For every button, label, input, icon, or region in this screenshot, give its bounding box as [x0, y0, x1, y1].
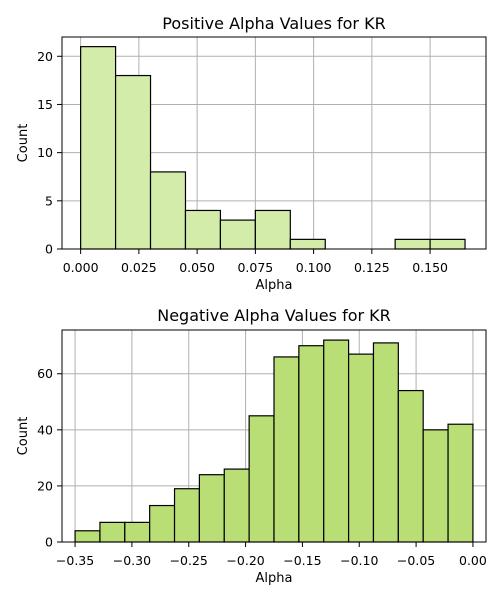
histogram-bar — [149, 504, 176, 543]
y-tick-label: 0 — [45, 535, 53, 550]
x-tick-label: 0.100 — [296, 260, 332, 275]
positive-alpha-histogram: 0.000 0.025 0.050 0.075 0.100 0.125 0.150 0 5 10 1… — [16, 14, 487, 293]
histogram-bar — [372, 342, 399, 543]
negative-alpha-histogram: −0.35 −0.30 −0.25 −0.20 −0.15 −0.10 −0.05 0.00 0… — [16, 306, 487, 586]
y-tick-label: 20 — [37, 478, 53, 493]
x-tick-label: −0.10 — [340, 553, 378, 568]
x-tick-label: −0.25 — [170, 553, 208, 568]
x-tick-label: −0.35 — [56, 553, 94, 568]
y-tick-label: 15 — [37, 97, 53, 112]
histogram-bar — [347, 353, 375, 543]
histogram-bar — [223, 468, 250, 543]
axes-frame — [61, 36, 487, 250]
histogram-bar — [429, 238, 466, 250]
chart-title: Positive Alpha Values for KR — [162, 14, 385, 33]
histogram-bar — [99, 521, 126, 543]
x-tick-label: −0.30 — [113, 553, 151, 568]
histogram-bar — [394, 238, 431, 250]
y-axis-label: Count — [16, 124, 31, 163]
y-tick-label: 0 — [45, 242, 53, 257]
x-tick-label: 0.050 — [179, 260, 215, 275]
axes-frame — [61, 329, 487, 543]
y-tick-label: 10 — [37, 145, 53, 160]
x-tick-label: −0.05 — [397, 553, 435, 568]
y-tick-label: 20 — [37, 49, 53, 64]
x-tick-label: 0.150 — [412, 260, 448, 275]
histogram-bar — [447, 423, 474, 543]
histogram-bar — [173, 488, 201, 543]
x-tick-label: 0.00 — [459, 553, 487, 568]
histogram-bar — [323, 339, 350, 543]
histogram-bar — [397, 389, 424, 543]
histogram-bar — [114, 74, 152, 250]
x-tick-label: 0.075 — [237, 260, 273, 275]
y-tick-label: 40 — [37, 422, 53, 437]
x-tick-label: 0.125 — [354, 260, 390, 275]
histogram-bar — [74, 530, 101, 543]
x-tick-label: −0.15 — [283, 553, 321, 568]
x-tick-label: 0.025 — [121, 260, 157, 275]
histogram-bar — [124, 521, 151, 543]
chart-title: Negative Alpha Values for KR — [157, 306, 391, 325]
histogram-bar — [80, 46, 117, 250]
x-axis-label: Alpha — [256, 278, 293, 293]
histogram-bar — [184, 209, 222, 250]
histogram-bar — [273, 356, 300, 543]
histogram-bar — [289, 238, 326, 250]
histogram-bar — [298, 345, 325, 543]
x-tick-label: 0.000 — [63, 260, 99, 275]
y-tick-label: 60 — [37, 366, 53, 381]
histogram-bar — [149, 171, 187, 250]
x-axis-label: Alpha — [256, 571, 293, 586]
histogram-bar — [248, 415, 275, 543]
histogram-bar — [254, 209, 291, 250]
y-tick-label: 5 — [45, 193, 53, 208]
histogram-bar — [198, 474, 225, 543]
y-axis-label: Count — [16, 417, 31, 456]
x-tick-label: −0.20 — [226, 553, 264, 568]
histogram-bar — [219, 219, 256, 250]
histogram-bar — [422, 429, 449, 543]
